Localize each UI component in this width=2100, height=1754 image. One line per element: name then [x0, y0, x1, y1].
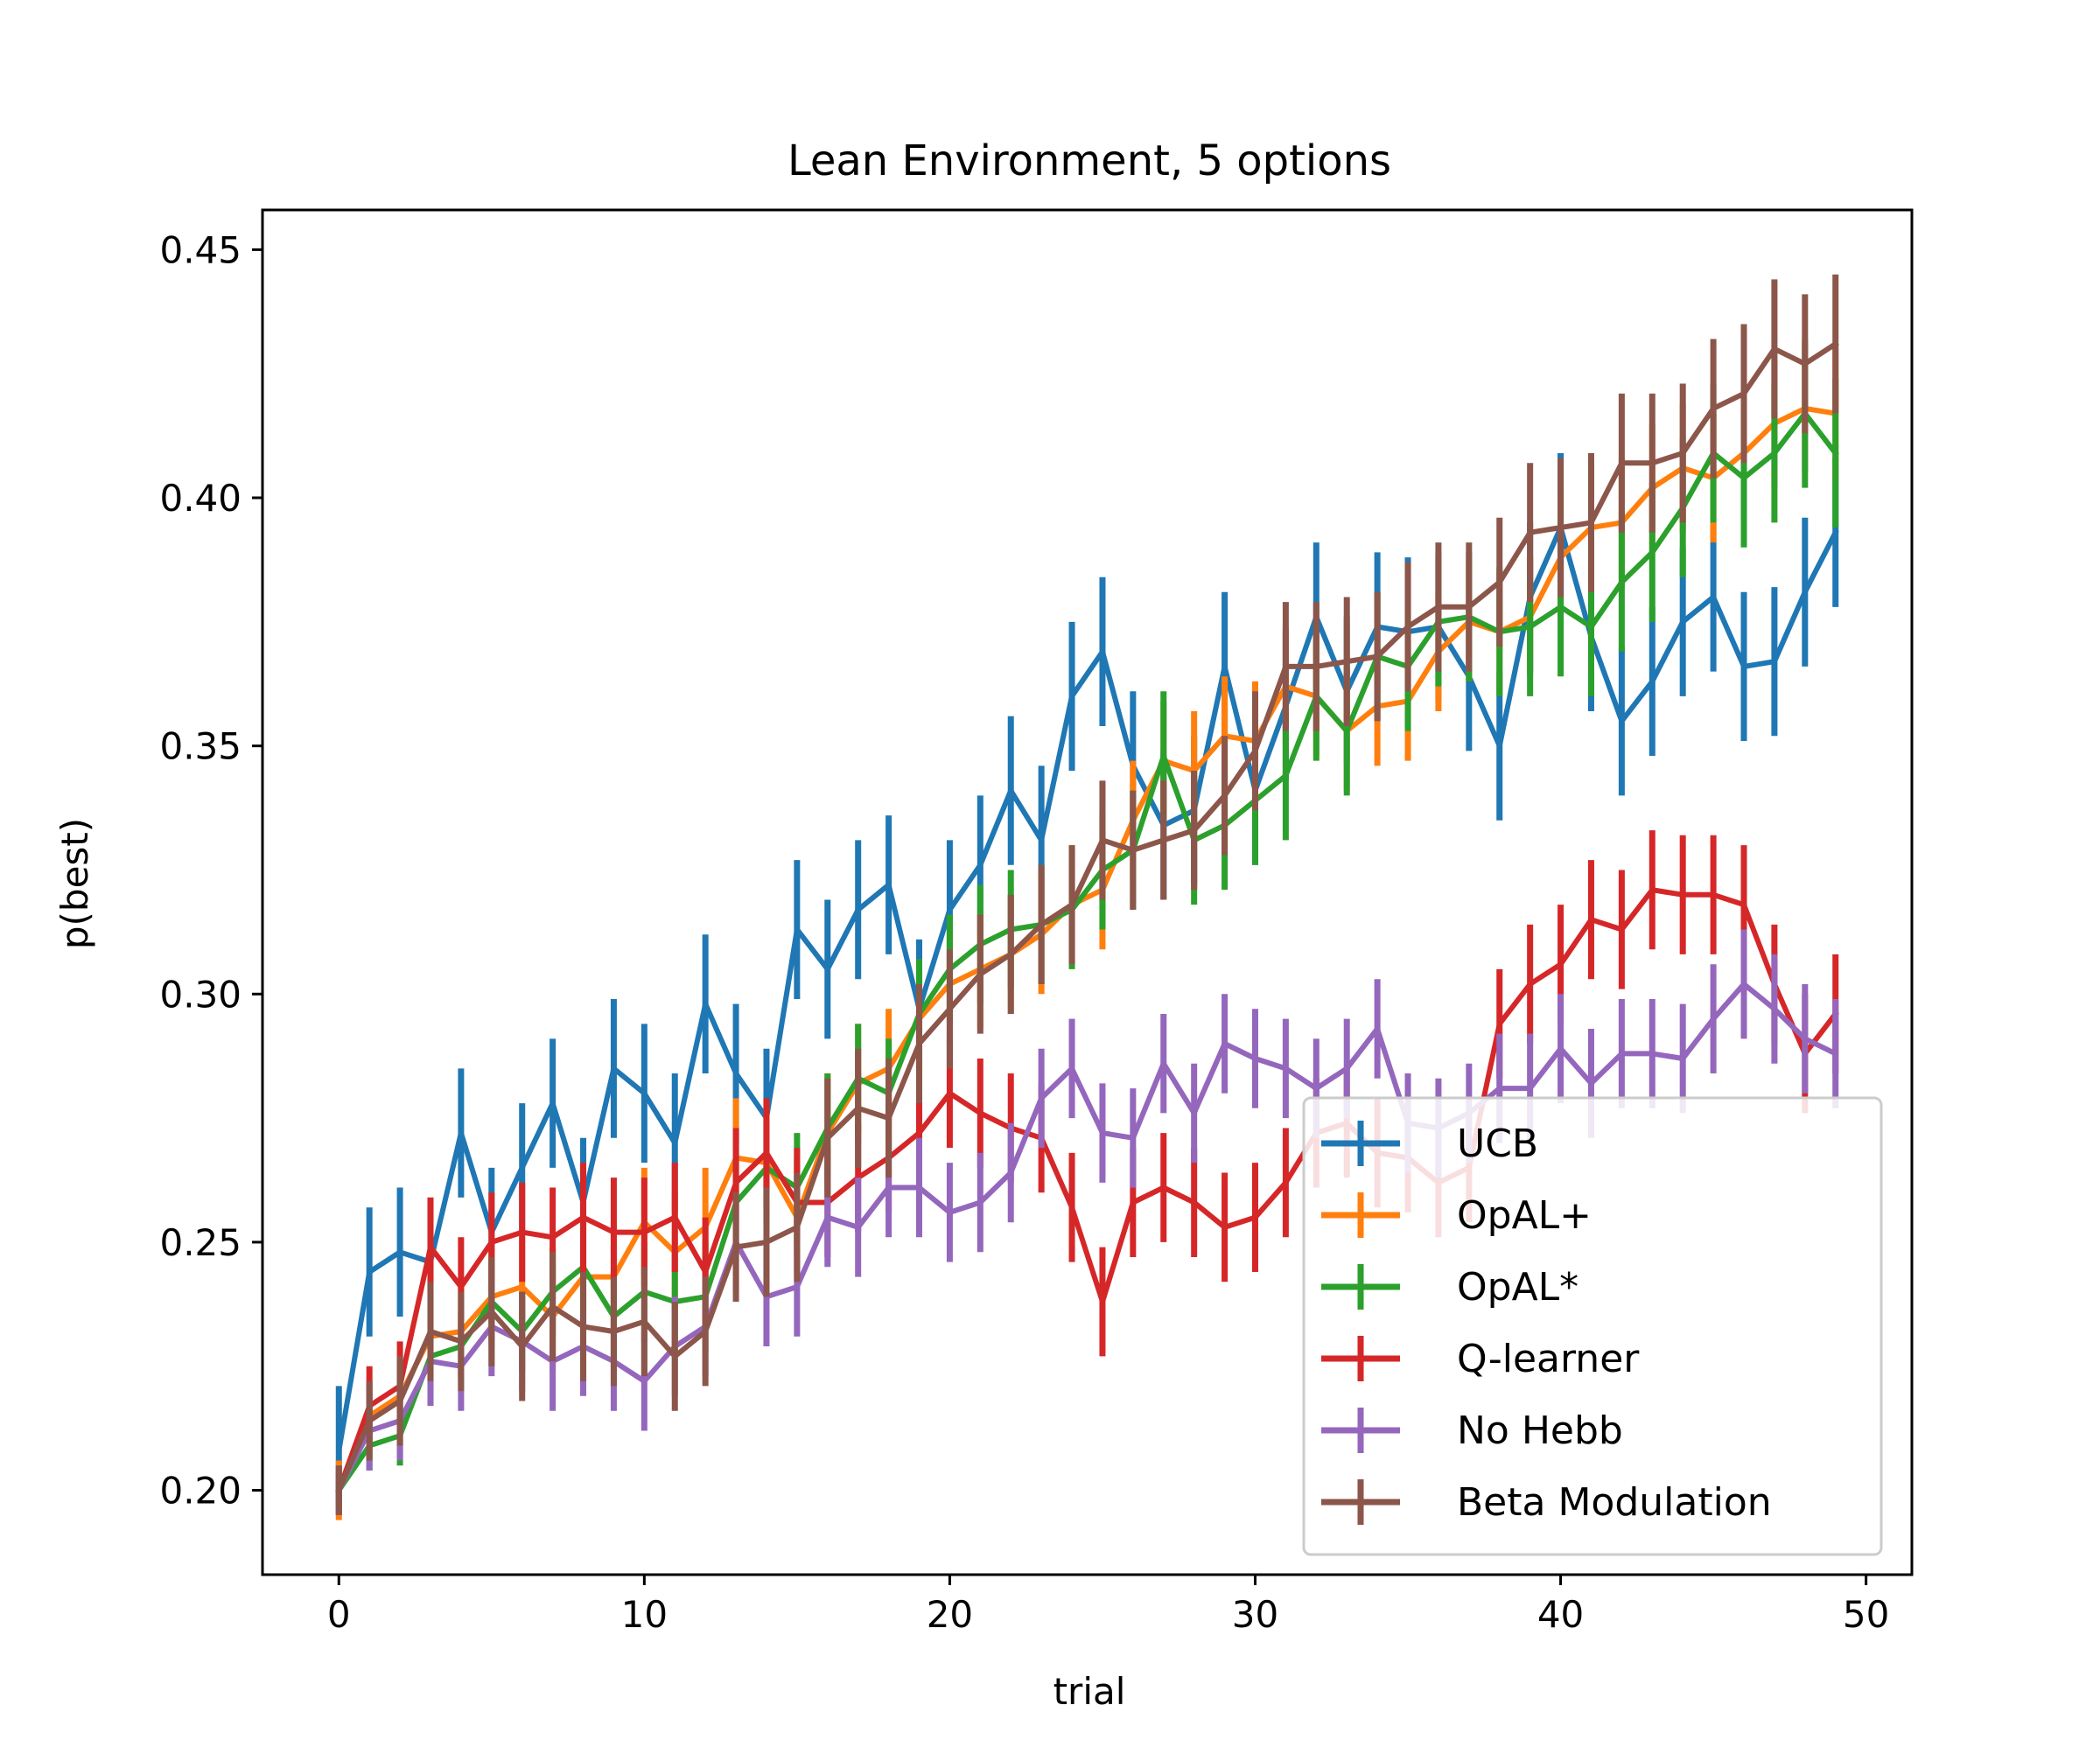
series-line [335, 410, 1839, 1494]
series-line [335, 340, 1839, 1494]
legend-label: OpAL+ [1457, 1193, 1592, 1238]
legend: UCB OpAL+ OpAL* Q-learner No Hebb Beta Modula… [1302, 1096, 1883, 1556]
legend-label: OpAL* [1457, 1265, 1578, 1310]
legend-item: Beta Modulation [1321, 1479, 1772, 1525]
legend-item: Q-learner [1321, 1336, 1640, 1381]
legend-item: OpAL* [1321, 1264, 1578, 1310]
x-tick-label: 10 [621, 1593, 668, 1636]
y-tick-label: 0.45 [159, 228, 242, 271]
series-line [335, 887, 1839, 1494]
legend-box [1302, 1096, 1883, 1556]
series-line [335, 981, 1839, 1494]
series-line [335, 525, 1839, 1454]
series-layer [335, 274, 1839, 1520]
y-tick-label: 0.20 [159, 1470, 242, 1513]
x-axis: 0 10 20 30 40 50 [327, 1575, 1889, 1636]
legend-item: OpAL+ [1321, 1192, 1592, 1238]
y-axis-label: p(best) [53, 818, 96, 949]
legend-label: Q-learner [1457, 1337, 1640, 1381]
legend-label: Beta Modulation [1457, 1480, 1772, 1525]
y-tick-label: 0.40 [159, 477, 242, 520]
y-tick-label: 0.35 [159, 725, 242, 768]
plot-frame [261, 208, 1914, 1576]
x-tick-label: 20 [927, 1593, 973, 1636]
y-tick-label: 0.30 [159, 973, 242, 1016]
x-tick-label: 30 [1232, 1593, 1278, 1636]
legend-label: UCB [1457, 1122, 1538, 1166]
legend-item: No Hebb [1321, 1408, 1623, 1453]
x-tick-label: 0 [327, 1593, 351, 1636]
legend-label: No Hebb [1457, 1408, 1623, 1453]
x-axis-label: trial [1054, 1670, 1126, 1713]
legend-item: UCB [1321, 1121, 1538, 1166]
y-tick-label: 0.25 [159, 1221, 242, 1264]
x-tick-label: 50 [1843, 1593, 1889, 1636]
y-axis: 0.20 0.25 0.30 0.35 0.40 0.45 [159, 228, 262, 1513]
x-tick-label: 40 [1537, 1593, 1584, 1636]
series-beta-modulation [335, 274, 1839, 1515]
chart-title: Lean Environment, 5 options [788, 136, 1391, 185]
